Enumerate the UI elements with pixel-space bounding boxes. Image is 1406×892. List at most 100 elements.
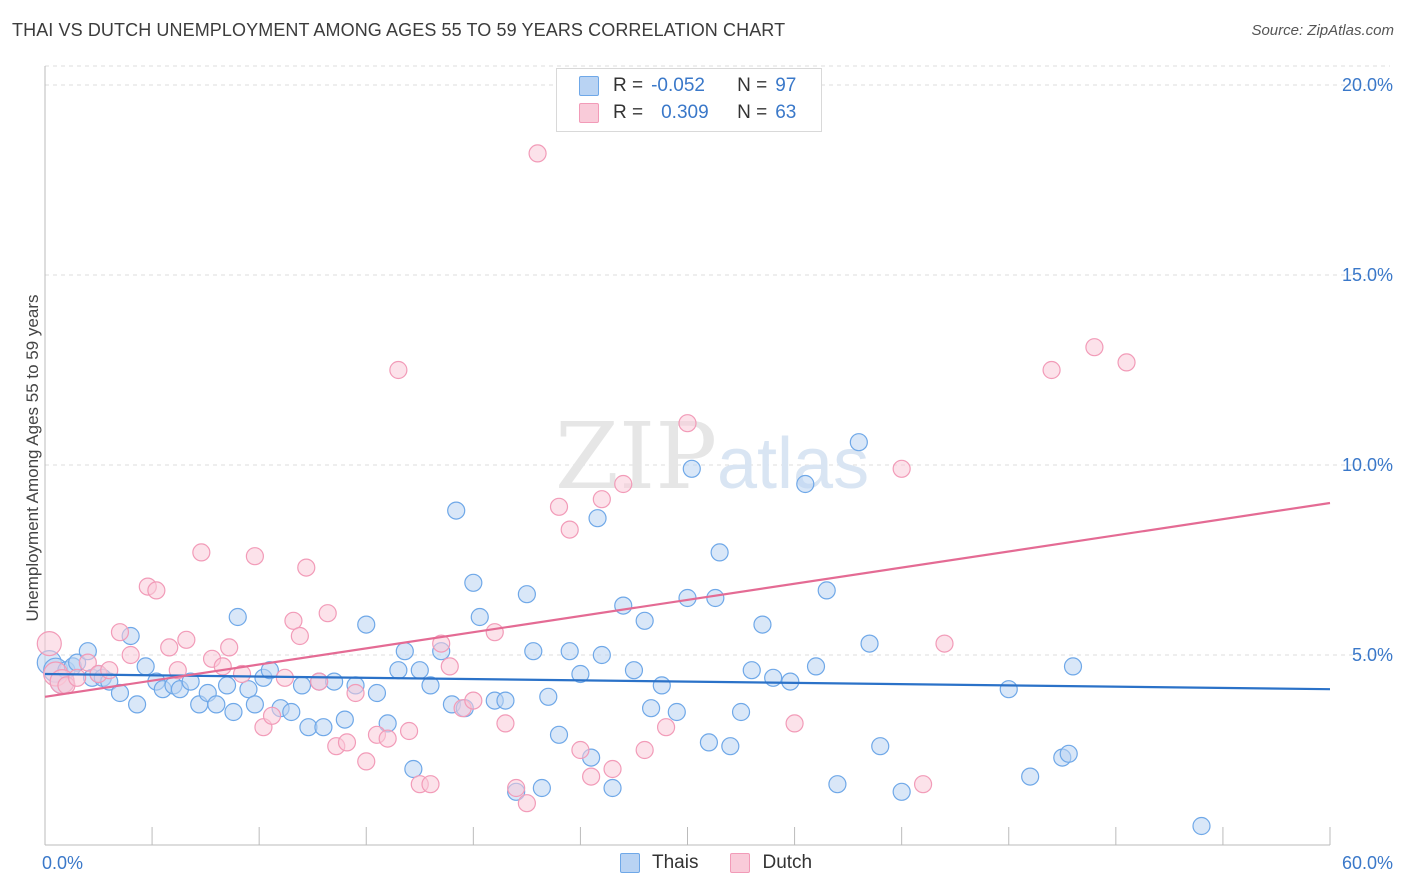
- point-thais: [245, 695, 264, 714]
- point-thais: [217, 676, 237, 695]
- point-dutch: [232, 664, 252, 684]
- point-dutch: [192, 543, 211, 562]
- point-dutch: [560, 520, 579, 539]
- point-dutch: [678, 414, 697, 433]
- x-tick-label-max: 60.0%: [1342, 853, 1393, 873]
- legend-item-thais[interactable]: Thais: [620, 852, 698, 874]
- point-thais: [849, 433, 868, 452]
- point-dutch: [485, 623, 504, 642]
- point-dutch: [121, 645, 140, 665]
- point-thais: [731, 702, 751, 722]
- grid-lines: [45, 65, 1390, 656]
- point-dutch: [1085, 338, 1104, 357]
- point-dutch: [284, 611, 303, 630]
- point-thais: [667, 702, 686, 722]
- point-thais: [410, 661, 429, 680]
- legend-r-value: -0.052: [651, 75, 705, 96]
- point-dutch: [177, 630, 196, 649]
- point-dutch: [935, 634, 954, 653]
- legend-swatch-dutch: [579, 103, 599, 123]
- point-thais: [699, 733, 719, 752]
- point-dutch: [528, 144, 547, 163]
- point-dutch: [892, 459, 911, 478]
- point-dutch: [337, 733, 357, 752]
- trend-line-dutch: [44, 501, 1331, 698]
- point-thais: [860, 634, 879, 653]
- point-thais: [404, 759, 423, 779]
- point-thais: [999, 680, 1018, 699]
- point-dutch: [297, 558, 316, 577]
- point-thais: [892, 782, 911, 801]
- point-thais: [796, 474, 815, 494]
- legend-row-dutch: R = 0.309 N = 63: [579, 100, 796, 126]
- point-thais: [464, 573, 483, 592]
- point-dutch: [614, 474, 633, 494]
- point-dutch: [290, 626, 309, 646]
- source-label: Source: ZipAtlas.com: [1251, 22, 1394, 39]
- point-dutch: [517, 794, 536, 813]
- point-dutch: [603, 759, 622, 779]
- point-dutch: [389, 360, 408, 380]
- point-dutch: [378, 729, 397, 748]
- point-dutch: [440, 657, 459, 676]
- point-thais: [1192, 816, 1211, 836]
- y-tick-label: 15.0%: [1342, 265, 1393, 285]
- point-thais: [228, 607, 247, 627]
- legend-r-label: R =: [613, 102, 644, 123]
- point-thais: [357, 615, 376, 634]
- point-thais: [871, 737, 890, 756]
- series-dutch: [36, 144, 1136, 813]
- point-dutch: [507, 778, 526, 798]
- point-thais: [1059, 744, 1078, 763]
- point-dutch: [110, 623, 130, 642]
- point-dutch: [592, 490, 611, 509]
- axes: [44, 66, 1331, 846]
- point-thais: [560, 642, 579, 661]
- point-dutch: [220, 638, 239, 657]
- point-dutch: [213, 657, 232, 676]
- legend-r-value: 0.309: [661, 102, 709, 123]
- point-thais: [721, 737, 740, 756]
- legend-item-dutch[interactable]: Dutch: [730, 852, 812, 874]
- legend-row-thais: R = -0.052 N = 97: [579, 73, 796, 99]
- legend-r-label: R =: [613, 75, 644, 96]
- point-thais: [817, 581, 836, 600]
- point-thais: [282, 702, 301, 722]
- point-dutch: [464, 691, 483, 710]
- point-thais: [181, 672, 200, 691]
- point-thais: [127, 695, 147, 714]
- legend-swatch-thais: [620, 853, 640, 873]
- point-thais: [781, 672, 800, 691]
- point-thais: [136, 657, 155, 676]
- y-tick-label: 20.0%: [1342, 75, 1393, 95]
- legend-swatch-dutch: [730, 853, 751, 873]
- point-thais: [239, 680, 258, 699]
- point-thais: [592, 645, 611, 665]
- point-dutch: [785, 714, 804, 733]
- point-dutch: [310, 672, 329, 691]
- y-tick-labels: 5.0% 10.0% 15.0% 20.0%: [1342, 75, 1393, 665]
- point-thais: [588, 509, 607, 528]
- correlation-legend: R = -0.052 N = 97 R = 0.309 N = 63: [556, 68, 822, 132]
- point-dutch: [147, 581, 166, 600]
- point-dutch: [496, 714, 515, 733]
- legend-n-label: N =: [737, 75, 768, 96]
- legend-swatch-thais: [579, 76, 599, 96]
- point-thais: [742, 661, 761, 680]
- series-thais: [36, 433, 1211, 836]
- point-thais: [549, 725, 569, 744]
- point-dutch: [357, 752, 376, 771]
- point-thais: [524, 642, 543, 661]
- point-dutch: [346, 683, 365, 703]
- point-thais: [571, 664, 590, 684]
- point-thais: [517, 585, 536, 604]
- y-tick-label: 5.0%: [1352, 645, 1393, 665]
- point-thais: [314, 718, 333, 737]
- point-thais: [806, 657, 826, 676]
- trend-line-thais: [44, 672, 1331, 691]
- legend-label-dutch: Dutch: [762, 852, 813, 873]
- point-dutch: [318, 604, 337, 623]
- point-thais: [389, 661, 408, 680]
- point-dutch: [262, 706, 282, 725]
